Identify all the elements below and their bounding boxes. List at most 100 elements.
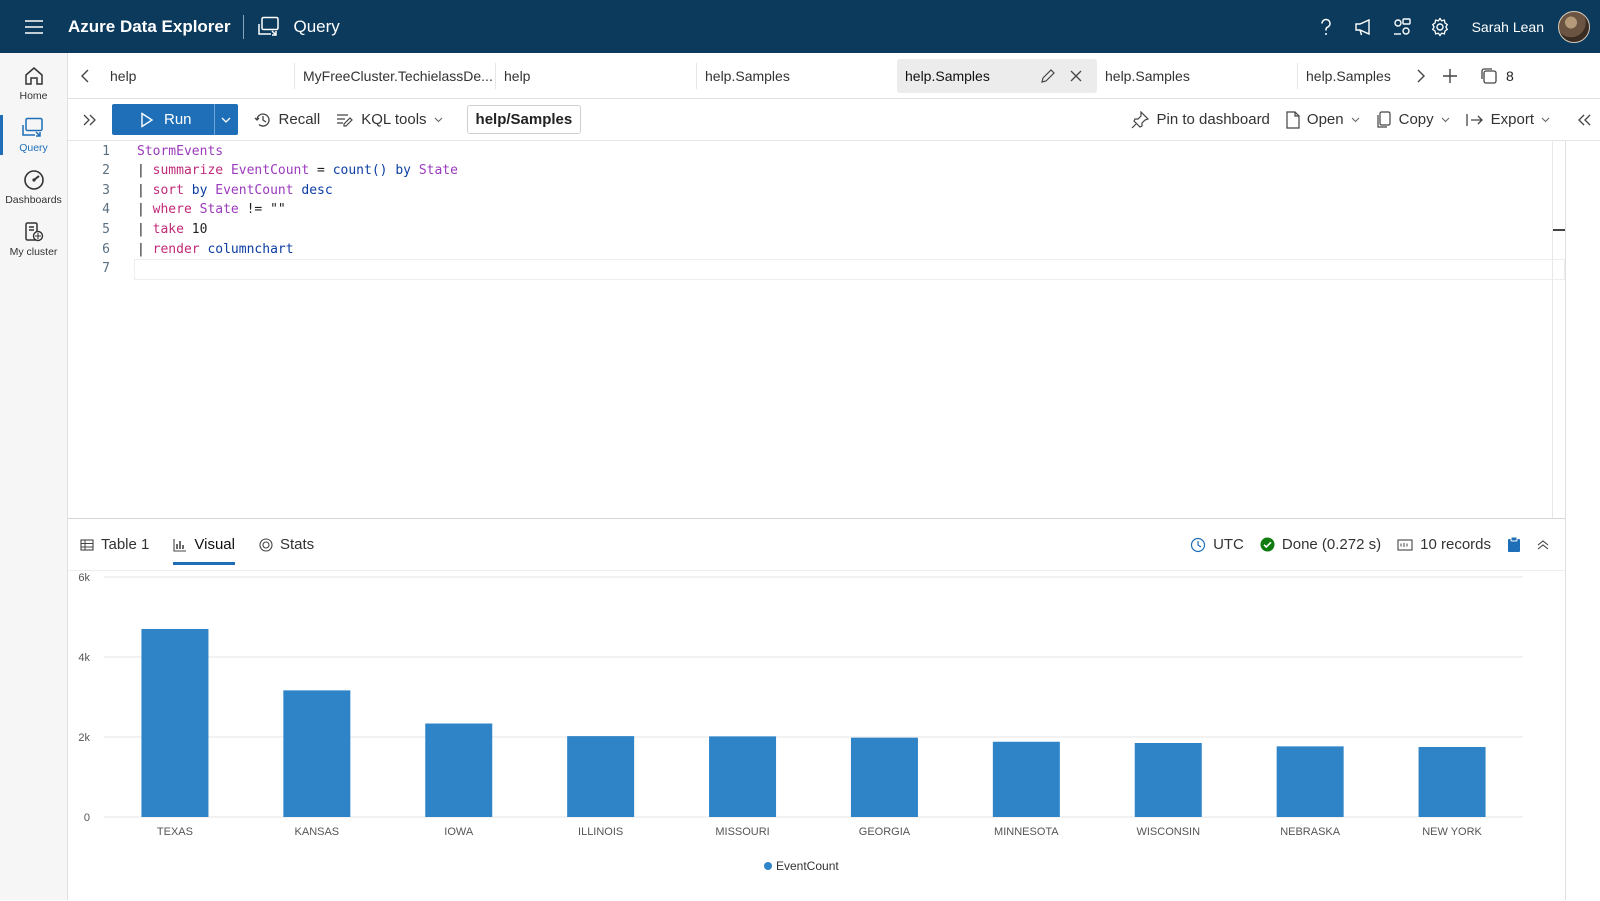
legend-marker	[764, 862, 772, 870]
tab-help-samples-active[interactable]: help.Samples	[897, 58, 1097, 93]
avatar[interactable]	[1558, 10, 1590, 43]
settings-icon[interactable]	[1430, 16, 1450, 37]
line-code: | summarize EventCount = count() by Stat…	[137, 163, 458, 178]
run-label: Run	[164, 111, 192, 128]
cluster-icon	[23, 221, 45, 243]
title-divider	[242, 14, 244, 39]
line-number: 7	[102, 261, 110, 277]
code-line[interactable]: 5 | take 10	[68, 219, 207, 239]
nav-item-query[interactable]: Query	[0, 109, 67, 161]
chart-bar[interactable]	[1134, 743, 1202, 817]
tab-help-samples[interactable]: help.Samples	[697, 59, 897, 93]
line-number: 1	[102, 143, 110, 159]
timezone-label: UTC	[1213, 536, 1244, 553]
y-tick-label: 4k	[78, 652, 90, 664]
code-token: |	[137, 221, 153, 237]
legend-label: EventCount	[776, 859, 839, 873]
y-tick-label: 0	[84, 812, 90, 824]
chart-bar[interactable]	[425, 723, 493, 817]
edit-icon[interactable]	[1040, 68, 1056, 84]
pin-icon	[1131, 110, 1150, 129]
code-token: 10	[191, 221, 208, 237]
chart-svg[interactable]: 0 2k 4k 6k TEXAS KANSAS IOWA ILLINOIS MISSOURI GE…	[68, 571, 1565, 901]
user-name[interactable]: Sarah Lean	[1471, 18, 1544, 35]
tab-help-samples-3[interactable]: help.Samples	[1097, 59, 1297, 93]
tab-scroll-left-icon[interactable]	[68, 69, 102, 83]
code-token: where	[152, 202, 200, 218]
code-token: columnchart	[207, 241, 294, 257]
open-button[interactable]: Open	[1286, 110, 1360, 129]
export-button[interactable]: Export	[1465, 111, 1550, 128]
tab-help[interactable]: help	[102, 59, 294, 93]
copy-button[interactable]: Copy	[1376, 110, 1450, 129]
kql-tools-icon	[336, 112, 354, 128]
chart-bar[interactable]	[850, 737, 918, 817]
stats-icon	[259, 537, 273, 552]
code-line[interactable]: 2 | summarize EventCount = count() by Sta…	[68, 161, 458, 181]
tab-visual[interactable]: Visual	[161, 519, 247, 571]
x-tick-label: GEORGIA	[859, 826, 911, 838]
collapse-results-icon[interactable]	[1537, 539, 1549, 550]
tab-table-1[interactable]: Table 1	[68, 519, 161, 571]
query-toolbar: Run Recall KQL tools help/Samples Pin to…	[68, 99, 1600, 141]
x-tick-label: MISSOURI	[715, 826, 769, 838]
expand-pane-icon[interactable]	[68, 114, 112, 126]
clipboard-icon[interactable]	[1507, 536, 1521, 553]
chart-bar[interactable]	[709, 736, 777, 817]
help-icon[interactable]	[1316, 17, 1336, 37]
close-icon[interactable]	[1070, 70, 1082, 82]
editor-scrollbar[interactable]	[1552, 141, 1566, 518]
table-icon	[80, 538, 94, 551]
chart-bar[interactable]	[1276, 746, 1344, 817]
feedback-icon[interactable]	[1354, 17, 1374, 37]
share-icon[interactable]	[1392, 17, 1412, 37]
top-bar: Azure Data Explorer Query Sarah Lean	[0, 0, 1600, 53]
tab-help-samples-4[interactable]: help.Samples	[1298, 59, 1410, 93]
chart-bar[interactable]	[283, 690, 351, 817]
code-line[interactable]: 3 | sort by EventCount desc	[68, 180, 333, 200]
code-token: =	[309, 163, 333, 179]
nav-item-my-cluster[interactable]: My cluster	[0, 213, 67, 265]
tab-stats[interactable]: Stats	[247, 519, 326, 571]
query-editor[interactable]: 1 StormEvents 2 | summarize EventCount = co…	[68, 141, 1566, 518]
line-number: 3	[102, 182, 110, 198]
pin-to-dashboard-button[interactable]: Pin to dashboard	[1131, 110, 1270, 129]
kql-tools-button[interactable]: KQL tools	[336, 111, 442, 128]
tab-help-2[interactable]: help	[496, 59, 696, 93]
code-token: State	[418, 163, 458, 179]
run-button[interactable]: Run	[112, 104, 238, 135]
database-scope[interactable]: help/Samples	[466, 105, 582, 134]
x-tick-label: NEBRASKA	[1280, 826, 1341, 838]
chart-bar[interactable]	[567, 736, 635, 817]
add-tab-icon[interactable]	[1442, 68, 1458, 84]
tab-myfreecluster[interactable]: MyFreeCluster.TechielassDe...	[295, 59, 495, 93]
hamburger-menu-icon[interactable]	[0, 0, 68, 53]
line-number: 6	[102, 241, 110, 257]
export-icon	[1465, 113, 1484, 127]
code-line[interactable]: 6 | render columnchart	[68, 239, 293, 259]
tab-scroll-right-icon[interactable]	[1416, 69, 1426, 83]
chart-bar[interactable]	[992, 741, 1060, 817]
nav-item-home[interactable]: Home	[0, 57, 67, 109]
query-status[interactable]: Done (0.272 s)	[1260, 536, 1381, 553]
column-chart[interactable]: 0 2k 4k 6k TEXAS KANSAS IOWA ILLINOIS MISSOURI GE…	[68, 571, 1565, 901]
timezone-button[interactable]: UTC	[1190, 536, 1244, 553]
code-line[interactable]: 7	[68, 259, 110, 279]
line-code: | render columnchart	[137, 242, 294, 257]
tab-count-button[interactable]: 8	[1480, 67, 1514, 85]
collapse-right-pane-icon[interactable]	[1568, 114, 1600, 126]
run-dropdown-chevron-icon[interactable]	[213, 104, 238, 135]
chart-bar[interactable]	[141, 628, 209, 817]
query-tabs: help MyFreeCluster.TechielassDe... help …	[68, 53, 1600, 99]
nav-item-dashboards[interactable]: Dashboards	[0, 161, 67, 213]
chart-bar[interactable]	[1418, 747, 1486, 817]
recall-button[interactable]: Recall	[254, 111, 320, 129]
copy-icon	[1376, 110, 1392, 129]
query-section[interactable]: Query	[257, 16, 340, 38]
code-line[interactable]: 4 | where State != ""	[68, 200, 286, 220]
results-pane: Table 1 Visual Stats UTC Done (0.272 s)	[68, 518, 1565, 900]
x-tick-label: KANSAS	[295, 826, 340, 838]
app-title[interactable]: Azure Data Explorer	[68, 16, 231, 36]
code-line[interactable]: 1 StormEvents	[68, 141, 223, 161]
x-tick-label: NEW YORK	[1422, 826, 1482, 838]
